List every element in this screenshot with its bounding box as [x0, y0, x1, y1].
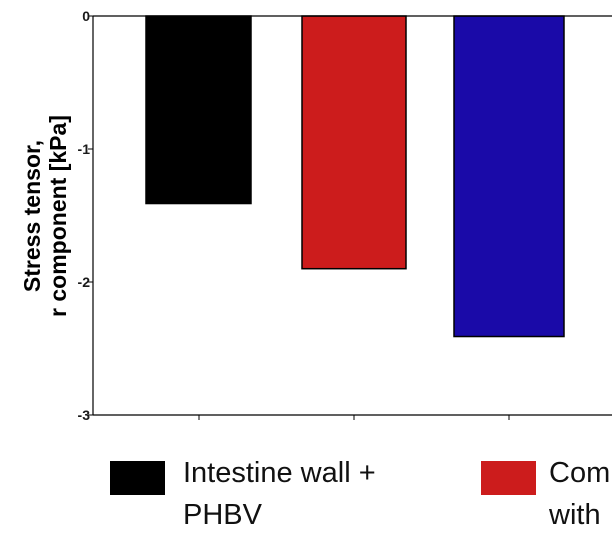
legend-label: PHBV — [183, 499, 263, 531]
bar — [301, 15, 407, 270]
y-axis-ticks: 0 -1 -2 -3 — [78, 8, 93, 423]
bar — [145, 15, 252, 205]
y-axis-title-line-2: r component [kPa] — [45, 115, 71, 317]
y-tick-label: -3 — [78, 407, 91, 423]
y-tick-label: -2 — [78, 274, 91, 290]
legend-label: with — [548, 499, 601, 531]
y-tick-label: 0 — [82, 8, 90, 24]
legend: Intestine wall + PHBV Com with — [110, 457, 610, 531]
legend-swatch — [481, 461, 536, 495]
bars — [145, 15, 565, 338]
y-tick-label: -1 — [78, 141, 91, 157]
y-axis-title: Stress tensor, r component [kPa] — [19, 115, 71, 317]
legend-label: Intestine wall + — [183, 457, 376, 489]
axes — [92, 15, 612, 420]
legend-swatch — [110, 461, 165, 495]
bar — [453, 15, 565, 338]
legend-label: Com — [549, 457, 610, 489]
y-axis-title-line-1: Stress tensor, — [19, 140, 45, 292]
